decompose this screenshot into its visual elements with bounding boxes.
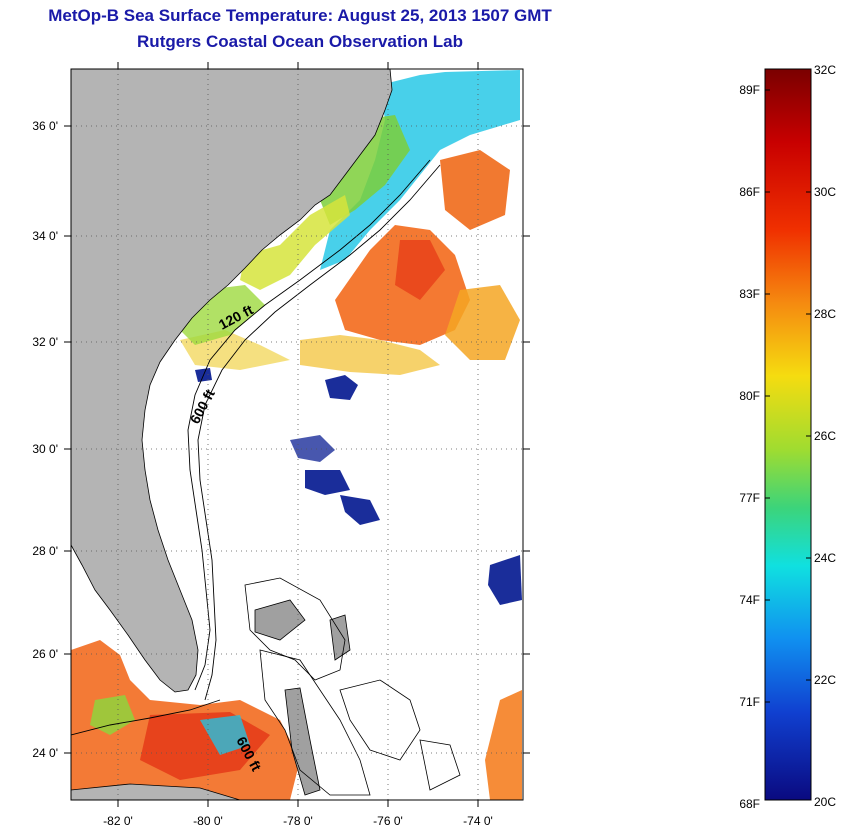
map-frame xyxy=(70,68,524,801)
lon-label-74: -74 0' xyxy=(463,814,493,828)
cbar-f-68: 68F xyxy=(739,797,760,811)
sst-coastal-band xyxy=(180,70,520,345)
lat-label-28: 28 0' xyxy=(32,544,58,558)
lat-label-26: 26 0' xyxy=(32,647,58,661)
lat-label-32: 32 0' xyxy=(32,335,58,349)
lat-label-34: 34 0' xyxy=(32,229,58,243)
lat-label-24: 24 0' xyxy=(32,746,58,760)
cbar-c-22: 22C xyxy=(814,673,836,687)
lat-label-36: 36 0' xyxy=(32,119,58,133)
lon-label-82: -82 0' xyxy=(103,814,133,828)
lon-label-76: -76 0' xyxy=(373,814,403,828)
sst-map: 120 ft 600 ft 600 ft 36 0' 34 0' 32 0' 3… xyxy=(32,62,530,828)
cbar-f-71: 71F xyxy=(739,695,760,709)
land-cuba xyxy=(71,783,241,800)
colorbar-gradient xyxy=(764,68,812,801)
cbar-c-30: 30C xyxy=(814,185,836,199)
cbar-f-77: 77F xyxy=(739,491,760,505)
isobaths xyxy=(187,159,441,701)
sst-cold-patches xyxy=(195,368,522,605)
cbar-c-32: 32C xyxy=(814,63,836,77)
frame-ticks xyxy=(64,62,530,807)
cbar-c-20: 20C xyxy=(814,795,836,809)
sst-warm-area xyxy=(180,150,520,375)
land-us-southeast xyxy=(71,69,393,693)
sst-south-warm xyxy=(71,640,522,800)
cbar-c-24: 24C xyxy=(814,551,836,565)
land-keys-cuba xyxy=(71,699,221,736)
map-subtitle: Rutgers Coastal Ocean Observation Lab xyxy=(137,32,463,51)
cbar-f-74: 74F xyxy=(739,593,760,607)
lat-label-30: 30 0' xyxy=(32,442,58,456)
cbar-f-89: 89F xyxy=(739,83,760,97)
cbar-f-83: 83F xyxy=(739,287,760,301)
lon-label-78: -78 0' xyxy=(283,814,313,828)
cbar-c-26: 26C xyxy=(814,429,836,443)
bank-contours xyxy=(244,577,461,796)
map-title: MetOp-B Sea Surface Temperature: August … xyxy=(48,6,552,25)
land-bahamas xyxy=(254,599,351,796)
cbar-f-86: 86F xyxy=(739,185,760,199)
cbar-c-28: 28C xyxy=(814,307,836,321)
gridlines xyxy=(71,69,523,800)
lon-label-80: -80 0' xyxy=(193,814,223,828)
cbar-f-80: 80F xyxy=(739,389,760,403)
